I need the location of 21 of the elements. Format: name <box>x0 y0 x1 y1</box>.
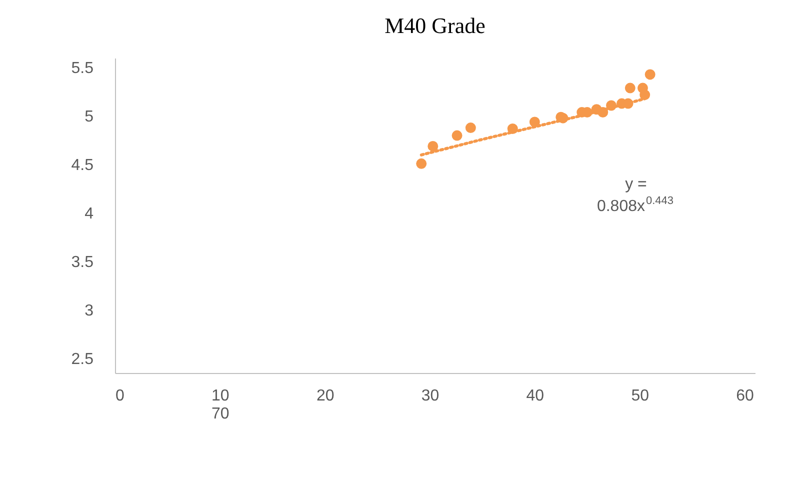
y-tick-label: 4 <box>84 206 94 223</box>
y-tick-label: 3 <box>84 302 94 320</box>
point <box>452 130 462 141</box>
y-tick-label: 2.5 <box>71 350 94 368</box>
x-tick-label: 50 <box>631 388 650 404</box>
x-tick-label: 60 <box>736 388 754 404</box>
y-tick-label: 4.5 <box>71 157 94 174</box>
chart-title: M40 Grade <box>384 13 486 38</box>
x-tick-label: 0 <box>116 388 124 404</box>
point <box>416 158 427 169</box>
point <box>624 82 636 94</box>
x-tick-label: 20 <box>316 388 334 404</box>
x-tick-label: 30 <box>421 388 440 404</box>
y-tick-label: 5 <box>84 108 94 126</box>
y-tick-label: 5.5 <box>71 60 94 78</box>
x-tick-label: 10 70 <box>212 388 230 422</box>
point <box>644 69 656 80</box>
x-tick-label: 40 <box>526 388 544 404</box>
point <box>465 122 476 134</box>
y-tick-label: 3.5 <box>71 254 94 272</box>
point <box>428 140 438 152</box>
